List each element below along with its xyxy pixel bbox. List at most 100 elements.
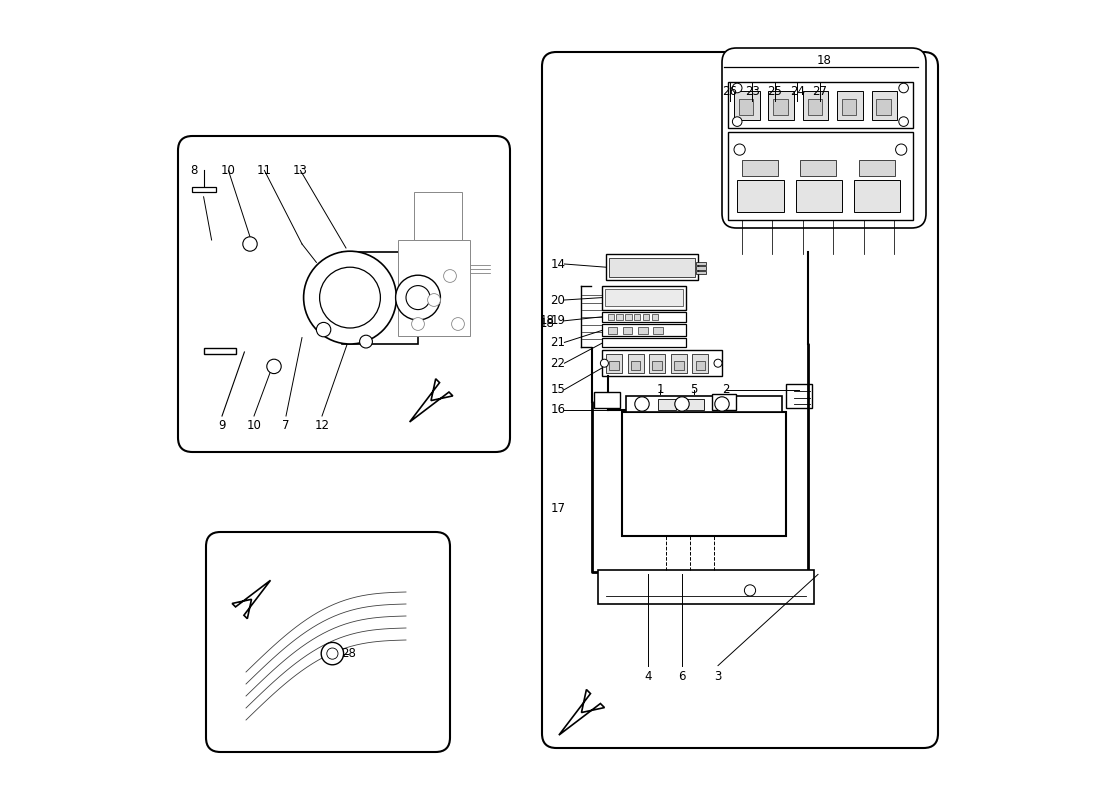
Text: eurospares: eurospares bbox=[263, 646, 342, 658]
Bar bbox=[651, 314, 658, 320]
Bar bbox=[609, 361, 619, 370]
Polygon shape bbox=[409, 378, 453, 422]
Polygon shape bbox=[232, 580, 271, 618]
Bar bbox=[712, 394, 736, 410]
Bar bbox=[695, 361, 705, 370]
Circle shape bbox=[428, 294, 440, 306]
Text: 23: 23 bbox=[745, 85, 760, 98]
Text: 18: 18 bbox=[540, 314, 556, 326]
Circle shape bbox=[745, 585, 756, 596]
Bar bbox=[616, 314, 623, 320]
Bar bbox=[739, 99, 754, 115]
Text: 5: 5 bbox=[691, 383, 697, 396]
Bar bbox=[854, 180, 901, 212]
Text: 12: 12 bbox=[315, 419, 330, 432]
Text: 22: 22 bbox=[550, 357, 565, 370]
Bar bbox=[606, 254, 698, 280]
Bar bbox=[602, 312, 686, 322]
Bar bbox=[598, 570, 814, 604]
Bar bbox=[837, 91, 862, 120]
Bar bbox=[642, 314, 649, 320]
Circle shape bbox=[899, 117, 909, 126]
Bar bbox=[630, 361, 640, 370]
Text: 19: 19 bbox=[550, 314, 565, 327]
Text: 17: 17 bbox=[550, 502, 565, 514]
Text: 4: 4 bbox=[645, 670, 652, 682]
Bar bbox=[628, 354, 643, 373]
Bar bbox=[801, 160, 836, 176]
Text: eurospares: eurospares bbox=[690, 557, 786, 571]
Circle shape bbox=[317, 322, 331, 337]
Circle shape bbox=[411, 318, 425, 330]
Text: 14: 14 bbox=[550, 258, 565, 270]
Polygon shape bbox=[559, 690, 605, 735]
Text: 24: 24 bbox=[790, 85, 805, 98]
Text: 20: 20 bbox=[551, 294, 565, 306]
Text: 11: 11 bbox=[257, 164, 272, 177]
Circle shape bbox=[327, 648, 338, 659]
Bar bbox=[877, 99, 891, 115]
FancyBboxPatch shape bbox=[542, 52, 938, 748]
Bar bbox=[652, 361, 662, 370]
Text: 3: 3 bbox=[714, 670, 722, 682]
Circle shape bbox=[715, 397, 729, 411]
Bar bbox=[653, 327, 663, 334]
Text: 10: 10 bbox=[246, 419, 262, 432]
Bar bbox=[696, 266, 706, 270]
Text: 25: 25 bbox=[768, 85, 782, 98]
Bar bbox=[649, 354, 666, 373]
Circle shape bbox=[674, 397, 690, 411]
Text: 18: 18 bbox=[540, 317, 556, 330]
Bar bbox=[742, 160, 778, 176]
Circle shape bbox=[452, 318, 464, 330]
FancyBboxPatch shape bbox=[722, 48, 926, 228]
Text: 13: 13 bbox=[293, 164, 308, 177]
Circle shape bbox=[360, 335, 373, 348]
Text: 9: 9 bbox=[218, 419, 226, 432]
Bar bbox=[602, 286, 686, 310]
Bar bbox=[414, 264, 428, 274]
Bar bbox=[607, 314, 614, 320]
Circle shape bbox=[734, 144, 745, 155]
Text: 7: 7 bbox=[283, 419, 289, 432]
Bar bbox=[638, 327, 648, 334]
Bar bbox=[737, 180, 783, 212]
Bar bbox=[342, 252, 418, 344]
Text: 1: 1 bbox=[657, 383, 664, 396]
Circle shape bbox=[321, 642, 343, 665]
Bar bbox=[859, 160, 894, 176]
Bar bbox=[842, 99, 857, 115]
Circle shape bbox=[733, 83, 742, 93]
Bar bbox=[803, 91, 828, 120]
Bar bbox=[602, 338, 686, 347]
Text: 21: 21 bbox=[550, 336, 565, 349]
Text: 8: 8 bbox=[190, 164, 198, 177]
Bar bbox=[807, 99, 822, 115]
Bar bbox=[671, 354, 686, 373]
Bar bbox=[714, 399, 732, 410]
FancyBboxPatch shape bbox=[206, 532, 450, 752]
Circle shape bbox=[895, 144, 906, 155]
Circle shape bbox=[601, 359, 608, 367]
Bar bbox=[773, 99, 788, 115]
Bar bbox=[191, 187, 216, 192]
Bar bbox=[674, 361, 683, 370]
Text: eurospares: eurospares bbox=[786, 158, 866, 170]
Bar bbox=[623, 327, 632, 334]
Text: 10: 10 bbox=[221, 164, 235, 177]
Text: 15: 15 bbox=[551, 383, 565, 396]
Bar bbox=[727, 82, 913, 128]
Bar bbox=[658, 399, 675, 410]
Text: 27: 27 bbox=[812, 85, 827, 98]
Bar bbox=[795, 180, 842, 212]
FancyBboxPatch shape bbox=[178, 136, 510, 452]
Bar bbox=[605, 289, 683, 306]
Bar bbox=[692, 354, 708, 373]
Bar bbox=[871, 91, 898, 120]
Bar bbox=[621, 412, 786, 536]
Text: 28: 28 bbox=[341, 647, 355, 660]
Bar bbox=[205, 348, 236, 354]
Circle shape bbox=[899, 83, 909, 93]
Circle shape bbox=[733, 117, 742, 126]
Text: 26: 26 bbox=[723, 85, 737, 98]
